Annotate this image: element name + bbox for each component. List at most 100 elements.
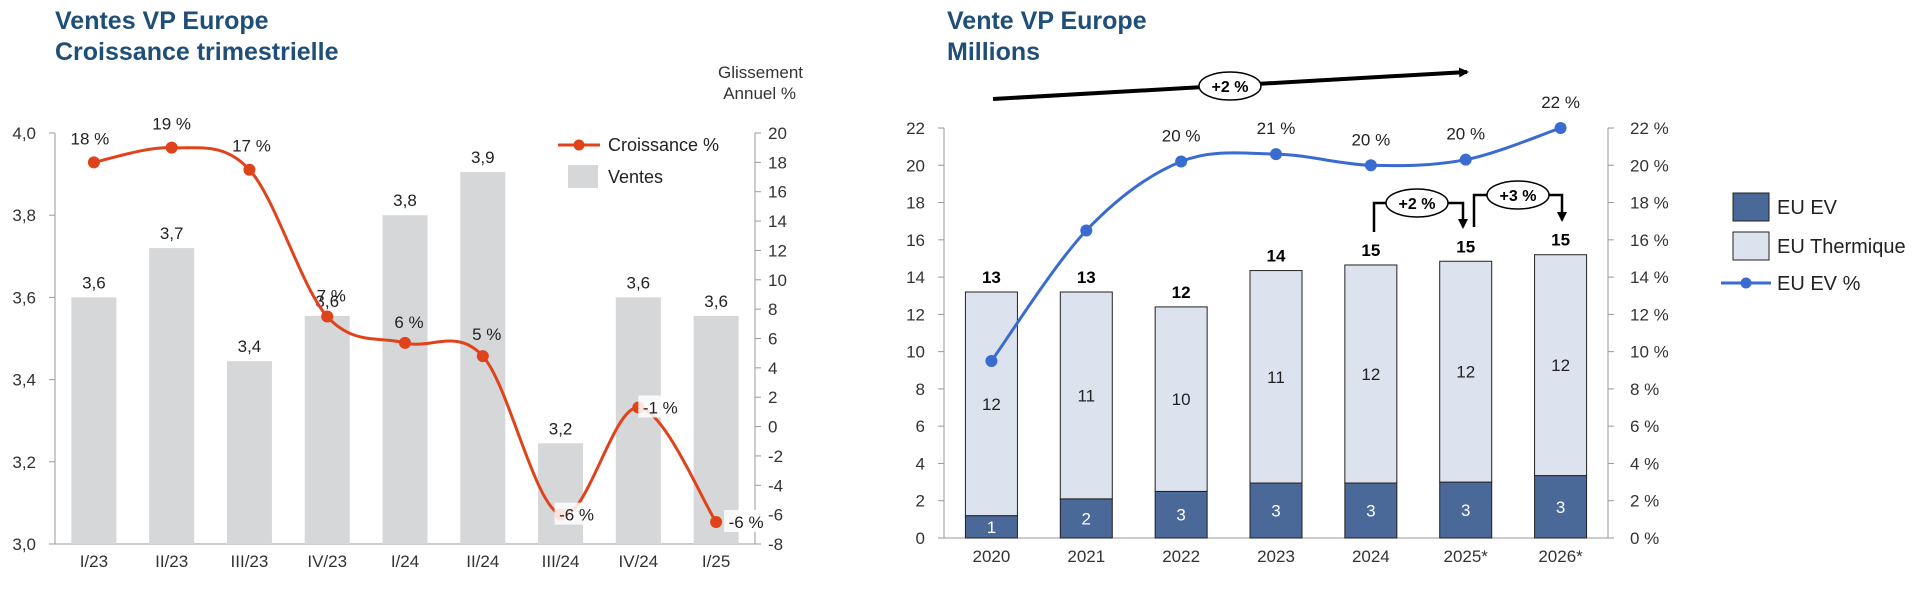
line-point-eu-ev-pct xyxy=(1080,224,1093,237)
left-line-point xyxy=(87,156,100,169)
right-y2-tick-label: 22 % xyxy=(1630,119,1669,138)
left-y2-axis-label-line2: Annuel % xyxy=(723,84,796,103)
line-point-eu-ev-pct xyxy=(1459,153,1472,166)
left-bar-ventes xyxy=(304,315,350,544)
left-y-tick-label: 3,4 xyxy=(12,371,36,390)
left-line-value-label: 5 % xyxy=(472,325,501,344)
left-chart-panel: Ventes VP Europe Croissance trimestriell… xyxy=(54,7,803,545)
bar-value-label-eu-thermique: 10 xyxy=(1172,390,1191,409)
right-y2-tick-label: 4 % xyxy=(1630,454,1659,473)
right-chart-panel: Vente VP Europe Millions +2 % +2 % +3 % … xyxy=(943,7,1906,539)
bar-value-label-eu-thermique: 11 xyxy=(1077,386,1095,405)
trend-arrow-badge xyxy=(1198,71,1262,101)
bar-segment-eu-thermique xyxy=(1439,260,1493,483)
step-arrow-2025-label: +2 % xyxy=(1399,196,1436,213)
left-y2-tick-label: -6 xyxy=(768,506,783,525)
left-x-tick-label: III/23 xyxy=(231,552,269,571)
left-y2-tick-label: 0 xyxy=(768,418,777,437)
legend-swatch-eu-ev xyxy=(1732,192,1770,222)
bar-total-label: 13 xyxy=(982,268,1001,287)
left-y2-tick-label: 14 xyxy=(768,212,787,231)
left-bar-ventes xyxy=(382,215,428,544)
right-y2-tick-label: 6 % xyxy=(1630,417,1659,436)
line-point-eu-ev-pct xyxy=(985,354,998,367)
left-chart-title: Ventes VP Europe xyxy=(55,7,269,35)
left-y2-axis-label-line1: Glissement xyxy=(718,63,803,82)
right-chart-subtitle: Millions xyxy=(947,38,1040,66)
right-y-tick-label: 18 xyxy=(906,194,925,213)
bar-value-label-eu-thermique: 12 xyxy=(1551,356,1570,375)
bar-value-label-eu-ev: 3 xyxy=(1461,501,1470,520)
right-y2-tick-label: 8 % xyxy=(1630,380,1659,399)
left-x-tick-label: I/23 xyxy=(80,552,108,571)
right-y2-tick-label: 0 % xyxy=(1630,529,1659,548)
right-x-tick-label: 2023 xyxy=(1257,547,1295,566)
left-x-tick-label: IV/24 xyxy=(618,552,658,571)
left-y2-tick-label: 6 xyxy=(768,330,777,349)
left-y2-tick-label: 8 xyxy=(768,300,777,319)
left-bar-value-label: 3,6 xyxy=(704,292,728,311)
bar-value-label-eu-ev: 2 xyxy=(1082,509,1091,528)
left-bar-value-label: 3,7 xyxy=(160,224,184,243)
line-value-label-eu-ev-pct: 20 % xyxy=(1351,130,1390,149)
left-bar-ventes xyxy=(149,248,195,544)
right-y2-tick-label: 2 % xyxy=(1630,492,1659,511)
bar-total-label: 14 xyxy=(1267,247,1286,266)
bar-segment-eu-ev xyxy=(1439,481,1493,539)
bar-value-label-eu-ev: 3 xyxy=(1271,502,1280,521)
right-y2-tick-label: 20 % xyxy=(1630,156,1669,175)
left-bar-value-label: 3,8 xyxy=(393,191,417,210)
right-y-tick-label: 14 xyxy=(906,268,925,287)
bar-segment-eu-ev xyxy=(1154,490,1208,539)
left-y-tick-label: 3,8 xyxy=(12,206,36,225)
legend-label-eu-ev: EU EV xyxy=(1777,197,1838,219)
left-x-tick-label: I/24 xyxy=(391,552,419,571)
bar-total-label: 15 xyxy=(1361,241,1380,260)
bar-segment-eu-ev xyxy=(1059,498,1113,539)
left-line-value-label: 7 % xyxy=(317,286,346,305)
bar-value-label-eu-ev: 3 xyxy=(1556,498,1565,517)
left-line-point xyxy=(165,141,178,154)
trend-arrow-label: +2 % xyxy=(1212,79,1249,96)
line-point-eu-ev-pct xyxy=(1364,159,1377,172)
left-legend: Croissance % Ventes xyxy=(558,135,719,188)
line-point-eu-ev-pct xyxy=(1270,148,1282,161)
bar-segment-eu-thermique xyxy=(1534,254,1588,477)
left-y2-tick-label: -4 xyxy=(768,476,783,495)
left-line-label-bg xyxy=(724,509,769,532)
left-bar-ventes xyxy=(693,315,739,544)
chart-marks-layer: 3,03,23,43,63,84,0-8-6-4-202468101214161… xyxy=(12,93,1668,571)
right-y-tick-label: 12 xyxy=(906,305,925,324)
left-y-tick-label: 3,0 xyxy=(12,535,36,554)
right-y-tick-label: 20 xyxy=(906,156,925,175)
line-value-label-eu-ev-pct: 20 % xyxy=(1446,125,1485,144)
bar-segment-eu-thermique xyxy=(1059,291,1113,500)
right-x-tick-label: 2026* xyxy=(1538,547,1583,566)
right-legend: EU EV EU Thermique EU EV % xyxy=(1721,192,1906,295)
right-chart-title: Vente VP Europe xyxy=(947,7,1147,35)
left-bar-ventes xyxy=(226,361,272,544)
bar-segment-eu-thermique xyxy=(1249,270,1303,484)
legend-marker-croissance xyxy=(573,139,585,151)
bar-segment-eu-thermique xyxy=(1344,264,1398,484)
bar-segment-eu-thermique xyxy=(1154,306,1208,492)
bar-segment-eu-ev xyxy=(1249,482,1303,539)
left-bar-value-label: 3,6 xyxy=(82,273,106,292)
right-y-tick-label: 10 xyxy=(906,343,925,362)
bar-segment-eu-thermique xyxy=(964,291,1018,517)
right-x-tick-label: 2021 xyxy=(1067,547,1105,566)
bar-total-label: 13 xyxy=(1077,268,1096,287)
bar-total-label: 15 xyxy=(1456,237,1475,256)
left-y2-tick-label: 18 xyxy=(768,153,787,172)
right-y-tick-label: 0 xyxy=(916,529,925,548)
legend-label-eu-ev-pct: EU EV % xyxy=(1777,273,1861,295)
left-line-value-label: -6 % xyxy=(559,506,594,525)
left-line-value-label: 18 % xyxy=(71,129,110,148)
bar-value-label-eu-ev: 3 xyxy=(1366,502,1375,521)
left-x-tick-label: II/24 xyxy=(466,552,499,571)
right-y-tick-label: 16 xyxy=(906,231,925,250)
left-y2-tick-label: 10 xyxy=(768,271,787,290)
bar-value-label-eu-ev: 3 xyxy=(1176,506,1185,525)
bar-value-label-eu-ev: 1 xyxy=(987,518,996,537)
left-line-value-label: -1 % xyxy=(643,398,678,417)
